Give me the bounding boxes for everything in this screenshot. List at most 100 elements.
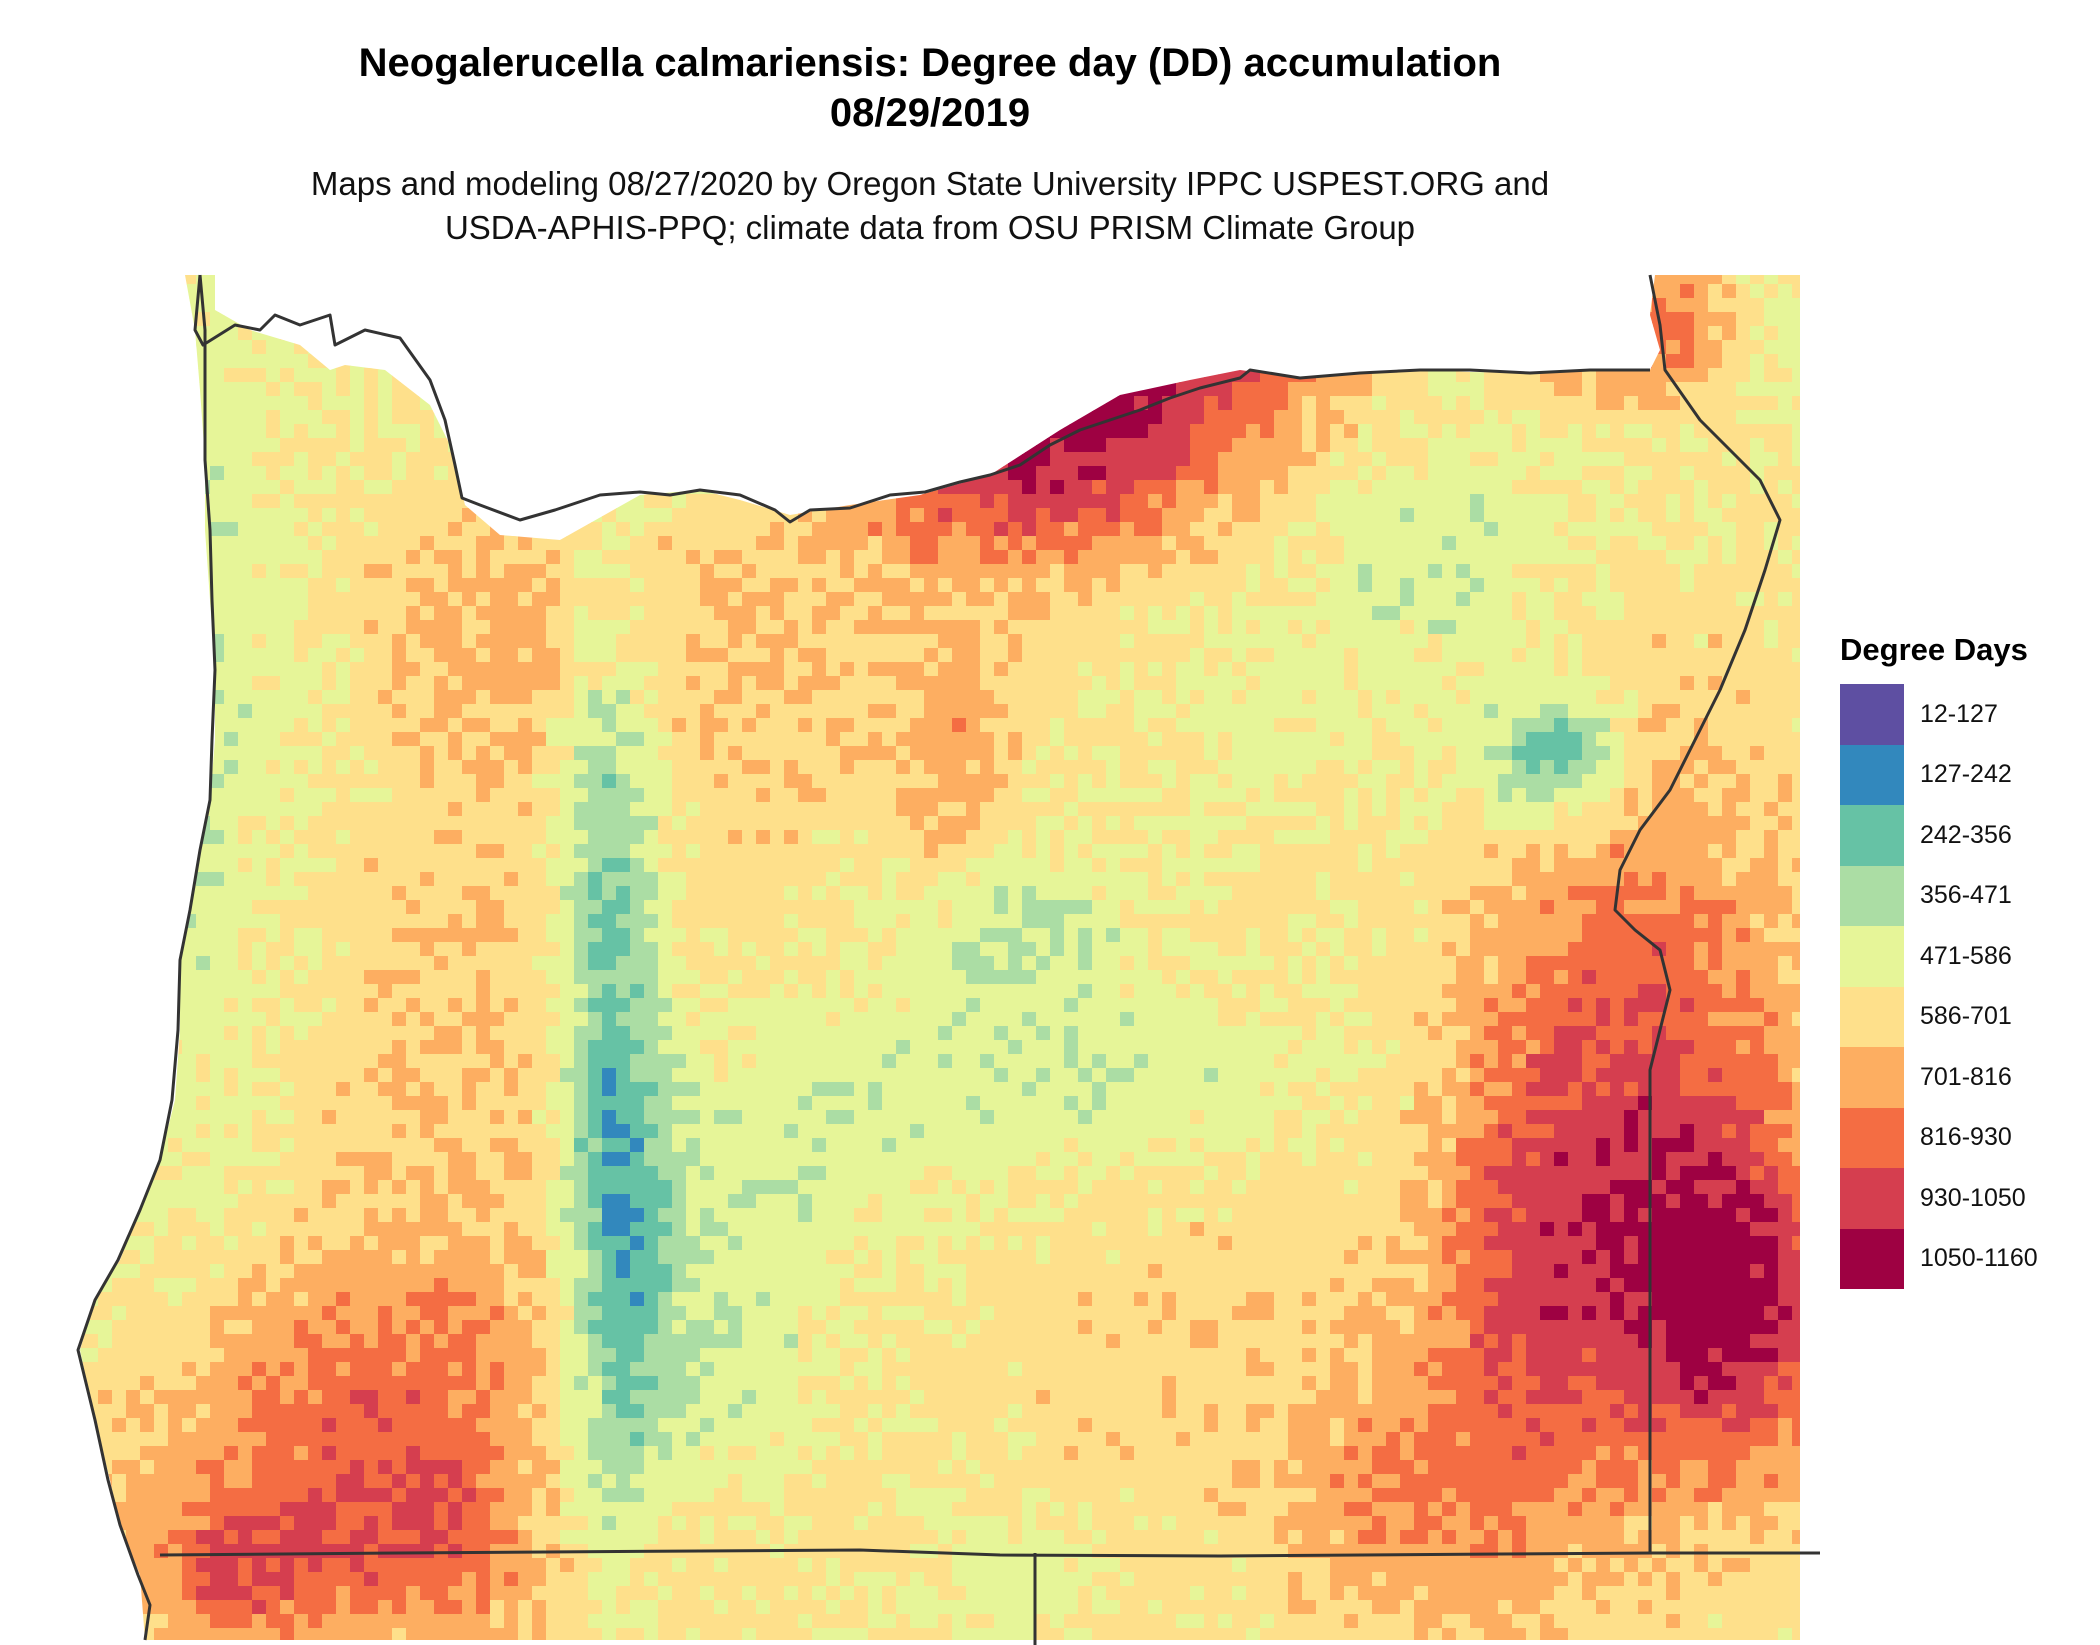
map-cell bbox=[1694, 746, 1709, 761]
map-cell bbox=[798, 424, 813, 439]
map-cell bbox=[1736, 424, 1751, 439]
map-cell bbox=[1344, 480, 1359, 495]
map-cell bbox=[182, 466, 197, 481]
map-cell bbox=[1708, 354, 1723, 369]
map-cell bbox=[1568, 354, 1583, 369]
map-cell bbox=[350, 508, 365, 523]
map-cell bbox=[882, 634, 897, 649]
map-cell bbox=[336, 676, 351, 691]
map-cell bbox=[112, 802, 127, 817]
map-cell bbox=[588, 592, 603, 607]
map-cell bbox=[924, 788, 939, 803]
map-cell bbox=[980, 550, 995, 565]
map-cell bbox=[378, 368, 393, 383]
map-cell bbox=[1792, 788, 1800, 803]
map-cell bbox=[1372, 396, 1387, 411]
map-cell bbox=[1428, 550, 1443, 565]
map-cell bbox=[1246, 424, 1261, 439]
map-cell bbox=[1232, 760, 1247, 775]
map-cell bbox=[1526, 676, 1541, 691]
map-cell bbox=[1484, 648, 1499, 663]
map-cell bbox=[938, 620, 953, 635]
map-cell bbox=[266, 275, 281, 285]
map-cell bbox=[1092, 382, 1107, 397]
map-cell bbox=[1470, 648, 1485, 663]
map-cell bbox=[196, 578, 211, 593]
map-cell bbox=[336, 424, 351, 439]
map-cell bbox=[700, 312, 715, 327]
map-cell bbox=[1694, 508, 1709, 523]
map-cell bbox=[560, 634, 575, 649]
map-cell bbox=[14, 326, 29, 341]
map-cell bbox=[1722, 424, 1737, 439]
map-cell bbox=[1092, 508, 1107, 523]
map-cell bbox=[756, 774, 771, 789]
map-cell bbox=[56, 298, 71, 313]
map-cell bbox=[1050, 326, 1065, 341]
map-cell bbox=[630, 732, 645, 747]
map-cell bbox=[1344, 508, 1359, 523]
map-cell bbox=[1204, 424, 1219, 439]
map-cell bbox=[266, 368, 281, 383]
map-cell bbox=[616, 662, 631, 677]
map-cell bbox=[1624, 550, 1639, 565]
map-cell bbox=[1008, 298, 1023, 313]
map-cell bbox=[224, 522, 239, 537]
map-cell bbox=[616, 732, 631, 747]
map-cell bbox=[574, 522, 589, 537]
map-cell bbox=[1442, 592, 1457, 607]
map-cell bbox=[1176, 298, 1191, 313]
map-cell bbox=[84, 340, 99, 355]
map-cell bbox=[378, 648, 393, 663]
map-cell bbox=[602, 648, 617, 663]
map-cell bbox=[1596, 760, 1611, 775]
map-cell bbox=[1694, 480, 1709, 495]
map-cell bbox=[280, 704, 295, 719]
map-cell bbox=[1274, 550, 1289, 565]
map-cell bbox=[14, 522, 29, 537]
map-cell bbox=[1246, 354, 1261, 369]
map-cell bbox=[714, 466, 729, 481]
map-cell bbox=[1022, 746, 1037, 761]
map-cell bbox=[994, 354, 1009, 369]
map-cell bbox=[560, 284, 575, 299]
map-cell bbox=[980, 438, 995, 453]
map-cell bbox=[742, 326, 757, 341]
map-cell bbox=[1372, 690, 1387, 705]
map-cell bbox=[504, 704, 519, 719]
map-cell bbox=[1470, 564, 1485, 579]
map-cell bbox=[406, 396, 421, 411]
map-cell bbox=[798, 760, 813, 775]
map-cell bbox=[938, 340, 953, 355]
map-cell bbox=[1218, 746, 1233, 761]
map-cell bbox=[896, 676, 911, 691]
map-cell bbox=[1750, 438, 1765, 453]
map-cell bbox=[882, 732, 897, 747]
map-cell bbox=[322, 480, 337, 495]
map-cell bbox=[42, 270, 57, 285]
map-cell bbox=[364, 760, 379, 775]
map-cell bbox=[1484, 746, 1499, 761]
map-cell bbox=[1512, 536, 1527, 551]
map-cell bbox=[812, 662, 827, 677]
map-cell bbox=[1442, 424, 1457, 439]
map-cell bbox=[1470, 452, 1485, 467]
map-cell bbox=[378, 704, 393, 719]
map-cell bbox=[1596, 718, 1611, 733]
map-cell bbox=[1652, 438, 1667, 453]
map-cell bbox=[602, 522, 617, 537]
map-cell bbox=[1624, 718, 1639, 733]
map-cell bbox=[1722, 732, 1737, 747]
map-cell bbox=[182, 788, 197, 803]
map-cell bbox=[672, 648, 687, 663]
map-cell bbox=[168, 774, 183, 789]
map-cell bbox=[1092, 312, 1107, 327]
map-cell bbox=[644, 536, 659, 551]
map-cell bbox=[588, 438, 603, 453]
map-cell bbox=[770, 634, 785, 649]
map-cell bbox=[224, 536, 239, 551]
map-cell bbox=[1092, 284, 1107, 299]
map-cell bbox=[1652, 564, 1667, 579]
map-cell bbox=[1778, 410, 1793, 425]
map-cell bbox=[938, 718, 953, 733]
